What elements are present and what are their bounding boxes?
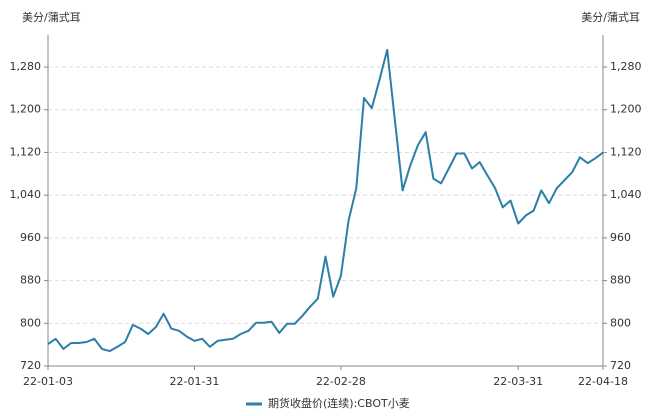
y2-tick-label: 800	[610, 316, 631, 329]
y-tick-label: 1,280	[10, 60, 42, 73]
y-tick-label: 1,200	[10, 103, 42, 116]
y-tick-label: 880	[20, 274, 41, 287]
y-tick-label: 1,120	[10, 145, 42, 158]
x-tick-label: 22-01-31	[169, 375, 219, 388]
x-tick-label: 22-01-03	[23, 375, 73, 388]
x-tick-label: 22-03-31	[493, 375, 543, 388]
x-tick-label: 22-04-18	[578, 375, 628, 388]
y-tick-label: 720	[20, 359, 41, 372]
y2-tick-label: 720	[610, 359, 631, 372]
y-tick-label: 960	[20, 231, 41, 244]
legend-label: 期货收盘价(连续):CBOT小麦	[268, 396, 410, 410]
y-tick-label: 800	[20, 316, 41, 329]
series-line	[47, 48, 604, 353]
y2-tick-label: 1,040	[610, 188, 642, 201]
x-tick-label: 22-02-28	[316, 375, 366, 388]
y2-tick-label: 1,280	[610, 60, 642, 73]
y2-tick-label: 880	[610, 274, 631, 287]
y-axis-label: 美分/蒲式耳	[22, 10, 81, 24]
y-tick-label: 1,040	[10, 188, 42, 201]
y2-tick-label: 1,120	[610, 145, 642, 158]
y2-tick-label: 1,200	[610, 103, 642, 116]
y2-axis-label: 美分/蒲式耳	[581, 10, 640, 24]
y2-tick-label: 960	[610, 231, 631, 244]
